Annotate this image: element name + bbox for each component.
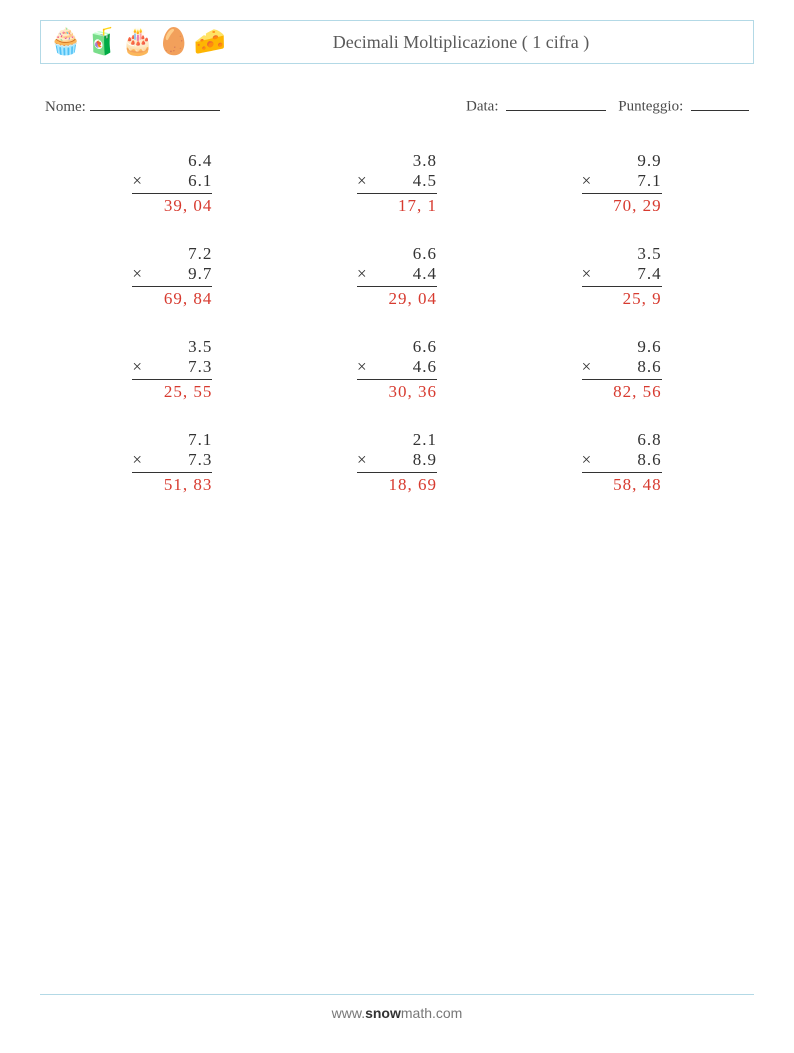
problems-grid: 6.4×6.139, 043.8×4.517, 19.9×7.170, 297.… [40, 151, 754, 495]
product-answer: 18, 69 [357, 473, 437, 495]
product-answer: 30, 36 [357, 380, 437, 402]
multiplier-row: ×9.7 [132, 264, 212, 287]
multiplier-row: ×7.1 [582, 171, 662, 194]
name-field: Nome: [45, 94, 220, 116]
food-icon: 🧀 [193, 25, 227, 59]
multiplier-row: ×7.3 [132, 450, 212, 473]
multiplier-row: ×7.4 [582, 264, 662, 287]
product-answer: 82, 56 [582, 380, 662, 402]
multiplier: 4.4 [375, 264, 437, 284]
multiplicand: 3.5 [132, 337, 212, 357]
multiplicand: 6.8 [582, 430, 662, 450]
meta-right: Data: Punteggio: [466, 94, 749, 116]
name-label: Nome: [45, 99, 86, 116]
multiplier-row: ×4.4 [357, 264, 437, 287]
date-blank [506, 94, 606, 111]
product-answer: 25, 9 [582, 287, 662, 309]
multiplication-problem: 6.4×6.139, 04 [80, 151, 265, 216]
multiplier: 7.1 [600, 171, 662, 191]
multiply-symbol: × [132, 357, 150, 377]
product-answer: 17, 1 [357, 194, 437, 216]
product-answer: 51, 83 [132, 473, 212, 495]
product-answer: 58, 48 [582, 473, 662, 495]
product-answer: 69, 84 [132, 287, 212, 309]
multiplicand: 6.4 [132, 151, 212, 171]
multiply-symbol: × [582, 357, 600, 377]
multiply-symbol: × [582, 450, 600, 470]
multiply-symbol: × [357, 171, 375, 191]
meta-row: Nome: Data: Punteggio: [40, 94, 754, 116]
date-field: Data: [466, 94, 606, 116]
multiplicand: 3.8 [357, 151, 437, 171]
multiply-symbol: × [132, 171, 150, 191]
multiply-symbol: × [132, 450, 150, 470]
multiplicand: 2.1 [357, 430, 437, 450]
product-answer: 25, 55 [132, 380, 212, 402]
multiplier: 4.6 [375, 357, 437, 377]
multiplication-problem: 9.9×7.170, 29 [529, 151, 714, 216]
food-icon: 🧁 [49, 25, 83, 59]
product-answer: 70, 29 [582, 194, 662, 216]
food-icon: 🎂 [121, 25, 155, 59]
multiplicand: 6.6 [357, 337, 437, 357]
multiplicand: 9.9 [582, 151, 662, 171]
multiplier: 4.5 [375, 171, 437, 191]
name-blank [90, 94, 220, 111]
multiply-symbol: × [582, 171, 600, 191]
multiplier-row: ×8.6 [582, 357, 662, 380]
footer: www.snowmath.com [40, 994, 754, 1021]
multiplication-problem: 3.5×7.325, 55 [80, 337, 265, 402]
footer-suffix: math.com [401, 1005, 462, 1021]
multiplier-row: ×6.1 [132, 171, 212, 194]
multiplication-problem: 2.1×8.918, 69 [305, 430, 490, 495]
multiply-symbol: × [357, 357, 375, 377]
multiplier: 8.6 [600, 450, 662, 470]
multiplier: 7.4 [600, 264, 662, 284]
multiplication-problem: 9.6×8.682, 56 [529, 337, 714, 402]
multiplicand: 6.6 [357, 244, 437, 264]
multiplier: 7.3 [150, 357, 212, 377]
multiplication-problem: 6.8×8.658, 48 [529, 430, 714, 495]
multiplier-row: ×8.9 [357, 450, 437, 473]
multiplication-problem: 6.6×4.429, 04 [305, 244, 490, 309]
multiplier-row: ×8.6 [582, 450, 662, 473]
multiply-symbol: × [132, 264, 150, 284]
multiplier-row: ×4.6 [357, 357, 437, 380]
multiplication-problem: 3.5×7.425, 9 [529, 244, 714, 309]
multiply-symbol: × [357, 450, 375, 470]
multiplier: 8.9 [375, 450, 437, 470]
multiplier: 9.7 [150, 264, 212, 284]
food-icon: 🥚 [157, 25, 191, 59]
score-blank [691, 94, 749, 111]
multiplication-problem: 7.2×9.769, 84 [80, 244, 265, 309]
multiplicand: 7.1 [132, 430, 212, 450]
multiplicand: 3.5 [582, 244, 662, 264]
product-answer: 29, 04 [357, 287, 437, 309]
page-title: Decimali Moltiplicazione ( 1 cifra ) [227, 32, 745, 53]
multiplier-row: ×4.5 [357, 171, 437, 194]
footer-brand: snow [365, 1005, 401, 1021]
multiplier: 8.6 [600, 357, 662, 377]
multiplier: 7.3 [150, 450, 212, 470]
date-label: Data: [466, 99, 498, 115]
product-answer: 39, 04 [132, 194, 212, 216]
multiplication-problem: 6.6×4.630, 36 [305, 337, 490, 402]
food-icon: 🧃 [85, 25, 119, 59]
multiplier: 6.1 [150, 171, 212, 191]
multiply-symbol: × [357, 264, 375, 284]
icon-group: 🧁 🧃 🎂 🥚 🧀 [49, 25, 227, 59]
score-field: Punteggio: [618, 94, 749, 116]
multiplicand: 7.2 [132, 244, 212, 264]
header-bar: 🧁 🧃 🎂 🥚 🧀 Decimali Moltiplicazione ( 1 c… [40, 20, 754, 64]
multiplier-row: ×7.3 [132, 357, 212, 380]
footer-prefix: www. [332, 1005, 365, 1021]
multiply-symbol: × [582, 264, 600, 284]
score-label: Punteggio: [618, 99, 683, 115]
multiplication-problem: 3.8×4.517, 1 [305, 151, 490, 216]
multiplication-problem: 7.1×7.351, 83 [80, 430, 265, 495]
multiplicand: 9.6 [582, 337, 662, 357]
